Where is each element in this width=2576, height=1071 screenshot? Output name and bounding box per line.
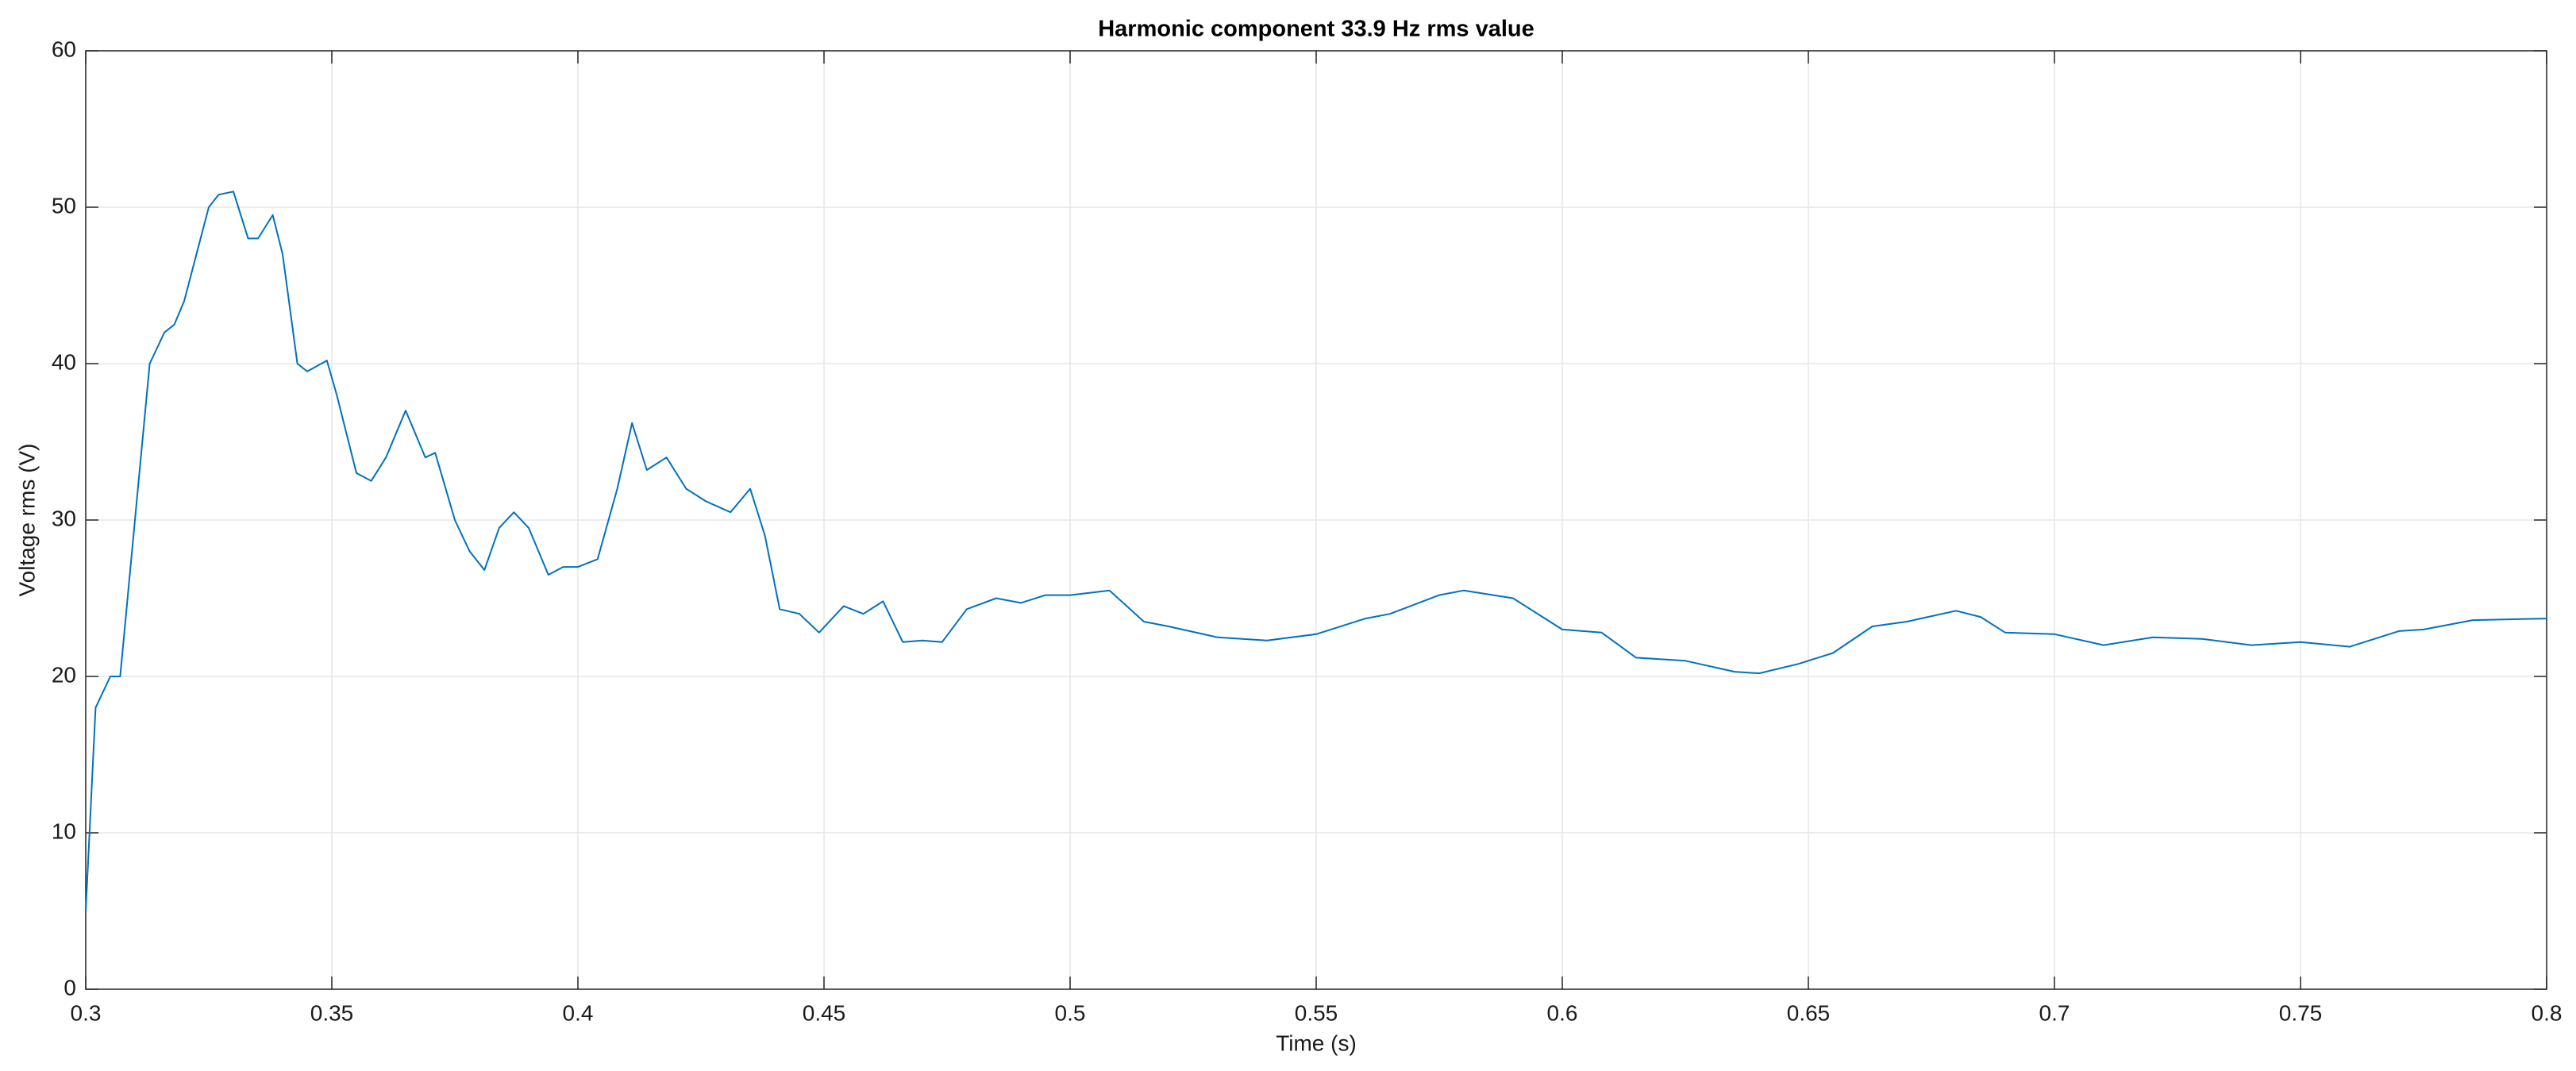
x-tick-label: 0.5 (1055, 1000, 1086, 1025)
y-tick-label: 40 (52, 349, 76, 374)
y-tick-label: 30 (52, 506, 76, 530)
x-tick-label: 0.3 (71, 1000, 102, 1025)
y-tick-label: 0 (64, 975, 76, 1000)
x-tick-label: 0.55 (1295, 1000, 1338, 1025)
x-tick-label: 0.4 (563, 1000, 594, 1025)
x-tick-label: 0.75 (2279, 1000, 2323, 1025)
x-tick-label: 0.35 (310, 1000, 354, 1025)
y-tick-label: 10 (52, 819, 76, 843)
y-tick-label: 50 (52, 193, 76, 218)
y-tick-label: 20 (52, 662, 76, 687)
y-axis-label: Voltage rms (V) (14, 444, 39, 597)
y-tick-label: 60 (52, 37, 76, 61)
x-axis-label: Time (s) (1276, 1031, 1357, 1055)
x-tick-label: 0.8 (2532, 1000, 2563, 1025)
x-tick-label: 0.65 (1787, 1000, 1831, 1025)
x-tick-label: 0.45 (803, 1000, 846, 1025)
chart-title: Harmonic component 33.9 Hz rms value (1098, 17, 1534, 42)
x-tick-label: 0.6 (1547, 1000, 1578, 1025)
plot-frame (85, 50, 2547, 990)
x-tick-label: 0.7 (2039, 1000, 2070, 1025)
data-line (85, 191, 2547, 911)
